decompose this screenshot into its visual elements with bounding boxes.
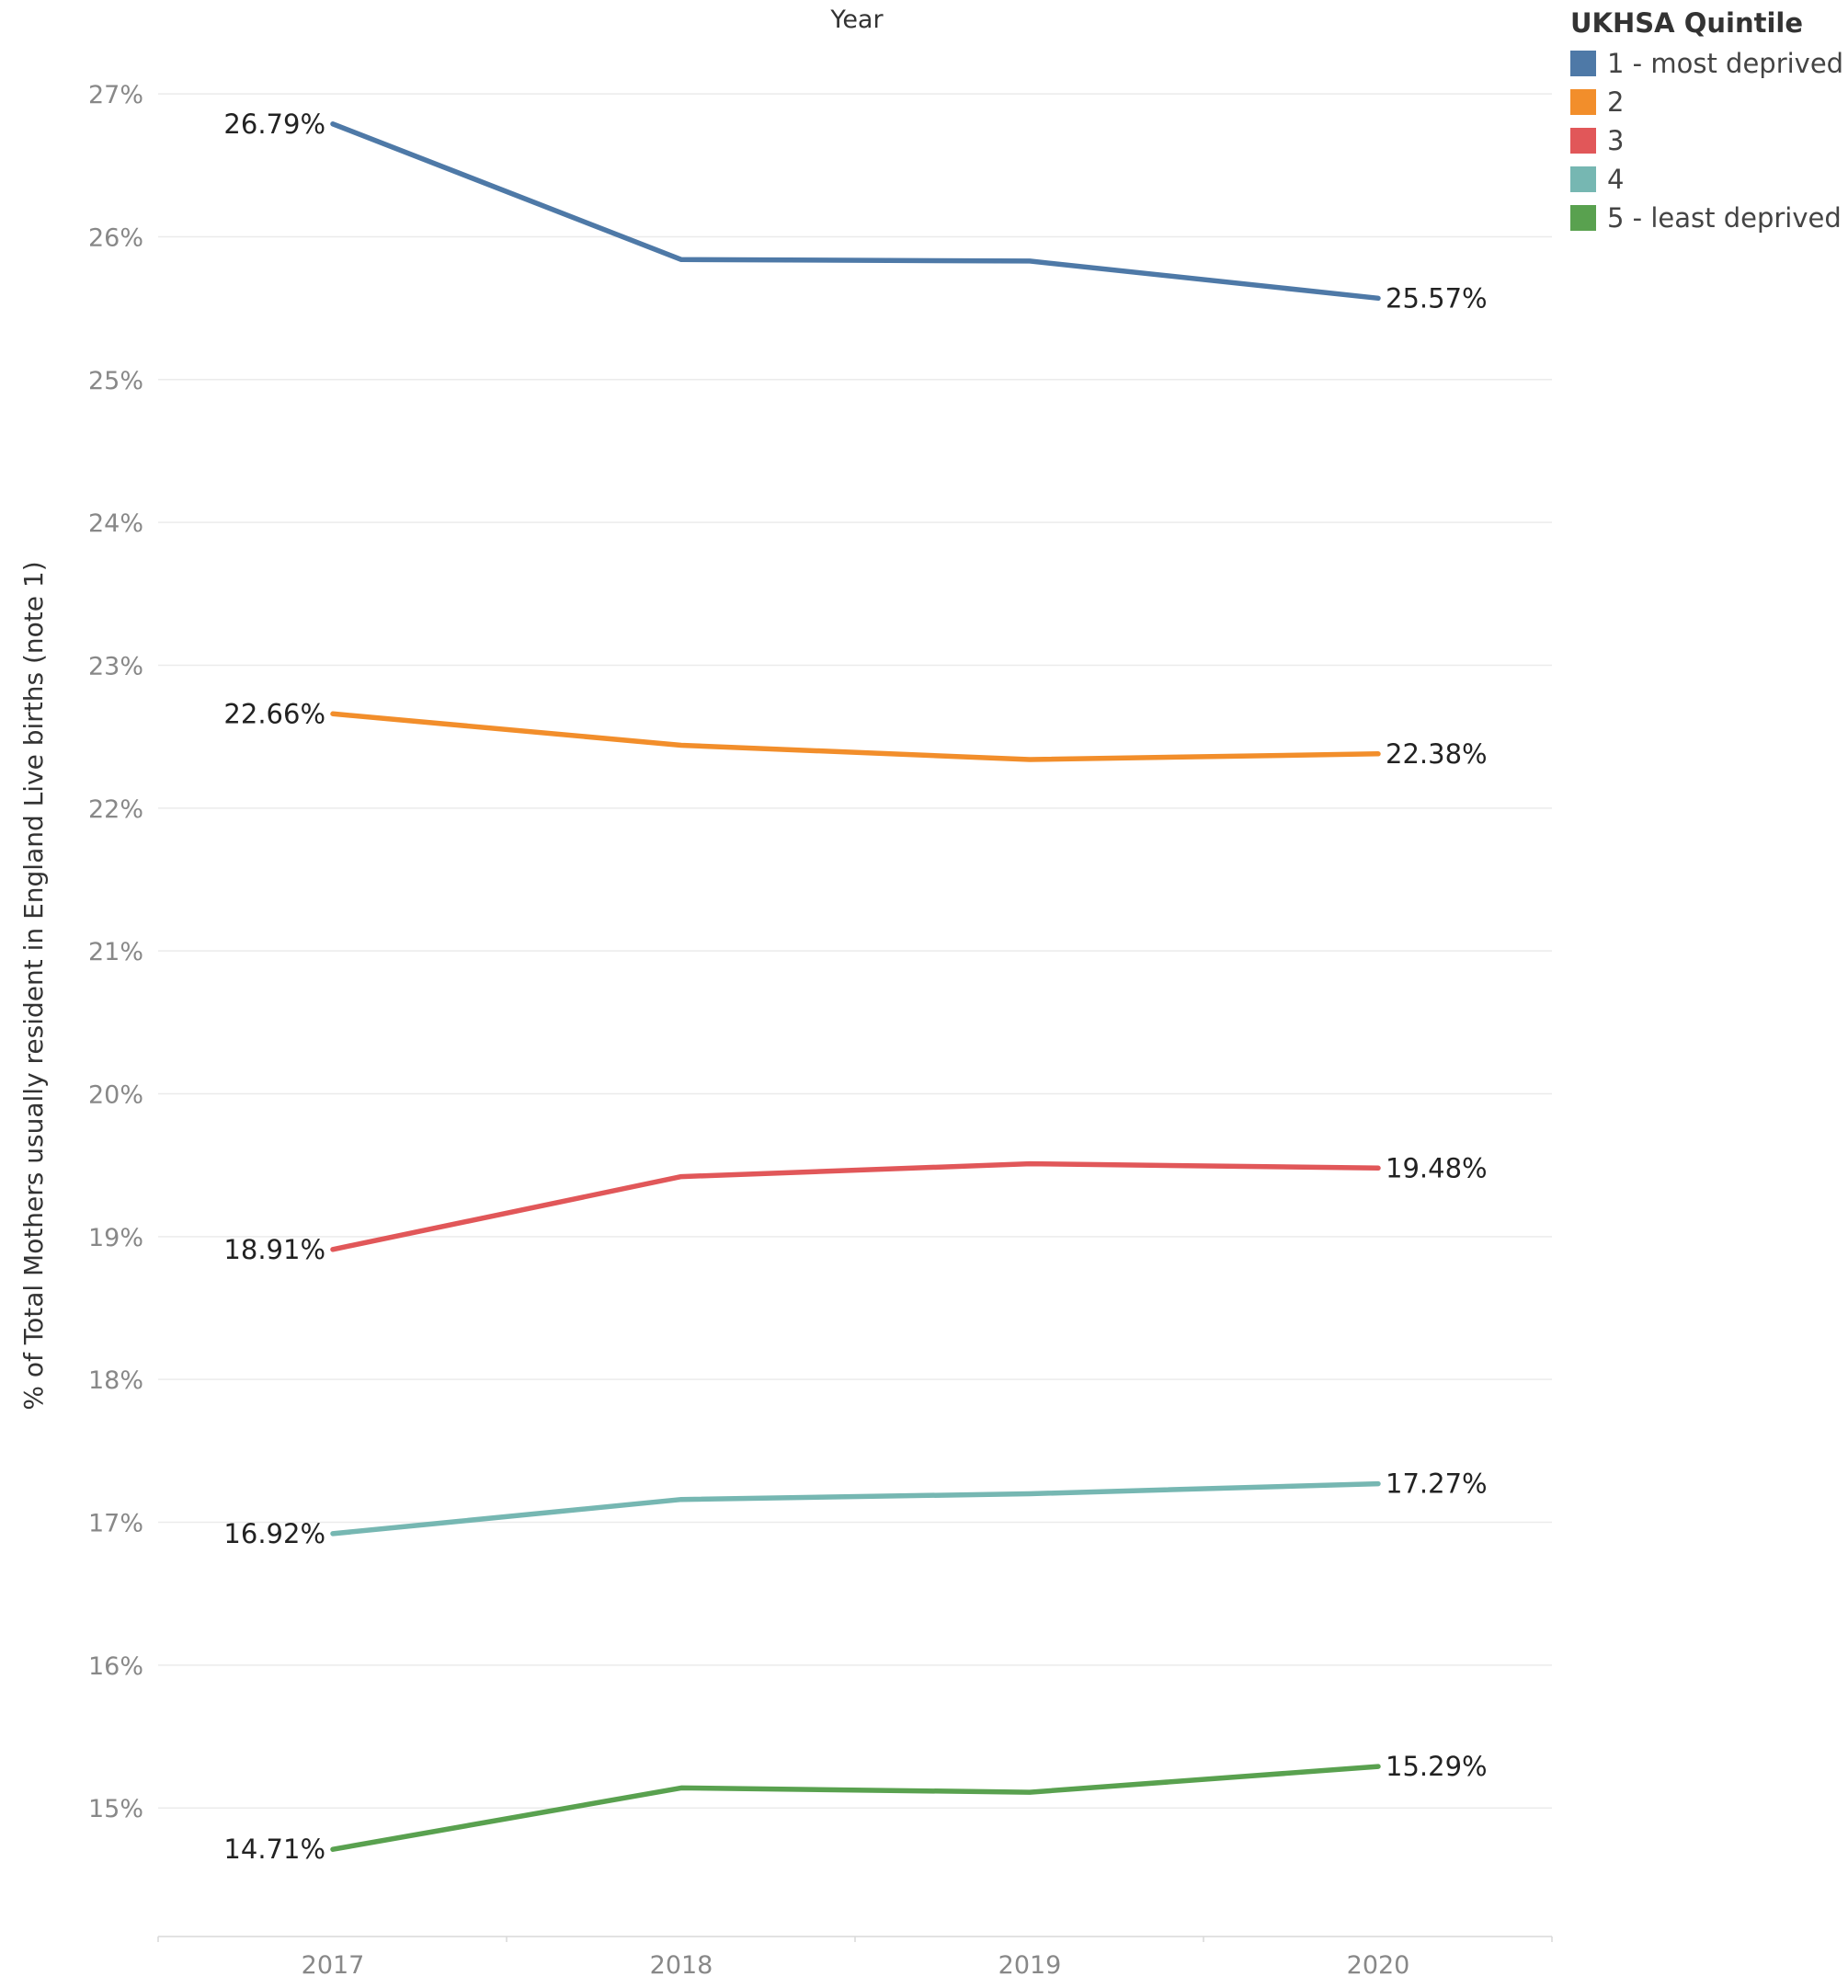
legend-swatch — [1570, 89, 1596, 115]
legend-swatch — [1570, 51, 1596, 76]
y-tick-label: 22% — [88, 795, 143, 824]
legend-label: 2 — [1607, 86, 1625, 118]
x-tick-label: 2017 — [302, 1951, 365, 1980]
legend-item: 4 — [1570, 160, 1843, 199]
legend-swatch — [1570, 166, 1596, 192]
series-line — [330, 1764, 1381, 1852]
data-label: 16.92% — [223, 1518, 325, 1549]
data-labels: 26.79% 25.57% 22.66% 22.38% 18.91% 19.48% 16.9… — [223, 109, 1487, 1865]
x-axis-ticks: 2017 2018 2019 2020 — [302, 1951, 1410, 1980]
legend-item: 1 - most deprived — [1570, 44, 1843, 83]
y-tick-label: 26% — [88, 223, 143, 252]
legend-item: 2 — [1570, 83, 1843, 121]
y-tick-label: 24% — [88, 509, 143, 538]
data-label: 19.48% — [1386, 1152, 1488, 1183]
y-tick-label: 16% — [88, 1652, 143, 1681]
y-tick-label: 15% — [88, 1795, 143, 1823]
legend-swatch — [1570, 128, 1596, 154]
y-axis-title: % of Total Mothers usually resident in E… — [18, 561, 49, 1410]
legend: UKHSA Quintile 1 - most deprived 2 3 4 5 - l… — [1570, 7, 1843, 237]
series-line — [330, 121, 1381, 302]
data-label: 22.66% — [223, 698, 325, 729]
x-tick-label: 2019 — [998, 1951, 1062, 1980]
y-tick-label: 25% — [88, 367, 143, 395]
gridlines — [158, 93, 1552, 1809]
series-lines — [330, 121, 1381, 1852]
legend-items: 1 - most deprived 2 3 4 5 - least deprived — [1570, 44, 1843, 237]
legend-label: 5 - least deprived — [1607, 202, 1842, 234]
data-label: 17.27% — [1386, 1468, 1488, 1500]
y-tick-label: 20% — [88, 1081, 143, 1110]
legend-label: 1 - most deprived — [1607, 48, 1844, 79]
data-label: 18.91% — [223, 1234, 325, 1265]
y-axis-ticks: 15% 16% 17% 18% 19% 20% 21% 22% 23% 24% 25% 26% 27% — [88, 81, 143, 1823]
y-tick-label: 27% — [88, 81, 143, 109]
axes — [157, 1936, 1553, 1942]
line-chart: 15%16%17%18%19%20%21%22%23%24%25%26%27% … — [18, 6, 1553, 1980]
y-tick-label: 23% — [88, 652, 143, 680]
legend-item: 3 — [1570, 121, 1843, 160]
legend-label: 3 — [1607, 125, 1625, 156]
data-label: 26.79% — [223, 109, 325, 140]
legend-item: 5 - least deprived — [1570, 199, 1843, 237]
y-tick-label: 18% — [88, 1366, 143, 1395]
data-label: 22.38% — [1386, 738, 1488, 770]
x-tick-label: 2018 — [650, 1951, 713, 1980]
y-tick-label: 19% — [88, 1224, 143, 1252]
legend-swatch — [1570, 205, 1596, 231]
y-tick-label: 21% — [88, 938, 143, 966]
x-tick-label: 2020 — [1347, 1951, 1410, 1980]
legend-title: UKHSA Quintile — [1570, 7, 1804, 39]
data-label: 25.57% — [1386, 282, 1488, 314]
x-axis-title: Year — [829, 6, 884, 34]
series-line — [330, 1480, 1381, 1537]
legend-label: 4 — [1607, 164, 1625, 195]
data-label: 14.71% — [223, 1834, 325, 1865]
y-tick-label: 17% — [88, 1510, 143, 1538]
data-label: 15.29% — [1386, 1751, 1488, 1782]
series-line — [330, 1160, 1381, 1252]
series-line — [330, 711, 1381, 762]
